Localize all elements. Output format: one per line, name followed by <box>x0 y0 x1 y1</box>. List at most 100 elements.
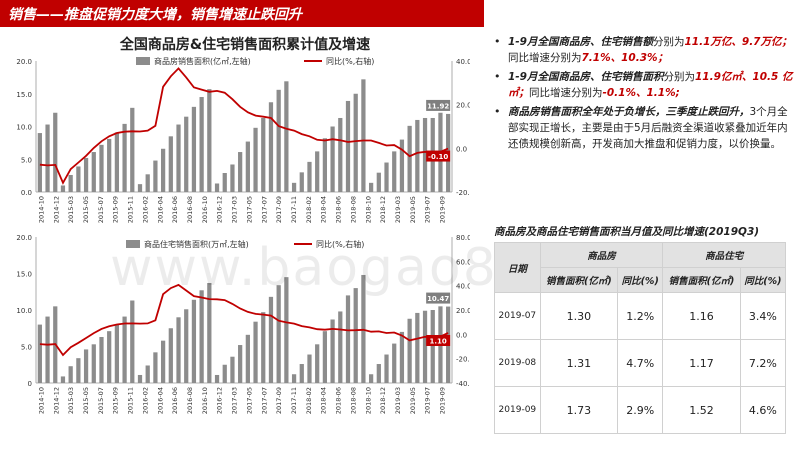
x-tick-label: 2015-09 <box>112 196 120 223</box>
bar <box>345 100 351 192</box>
x-tick-label: 2016-06 <box>171 196 179 223</box>
bar <box>338 117 343 192</box>
cell-area2: 1.16 <box>662 292 741 340</box>
bar <box>214 374 220 383</box>
y-right-tick-label: 20.0 <box>456 307 470 315</box>
x-tick-label: 2018-08 <box>349 196 357 223</box>
bar <box>422 117 428 192</box>
bar <box>245 334 250 383</box>
table-row: 2019-09 1.73 2.9% 1.52 4.6% <box>494 386 787 434</box>
bullet-text: 11.1万亿、9.7万亿； <box>684 36 792 48</box>
bar <box>307 161 312 192</box>
bar-end-label: 10.47 <box>427 295 449 303</box>
y-right-tick-label: 80.0 <box>456 234 470 242</box>
bar <box>184 116 189 192</box>
y-right-tick-label: -20.0 <box>456 189 470 197</box>
yoy-line <box>39 67 449 185</box>
bar <box>60 376 66 383</box>
bar <box>430 310 435 383</box>
x-tick-label: 2019-07 <box>424 196 432 223</box>
bar <box>253 321 258 383</box>
bar <box>122 316 127 383</box>
x-tick-label: 2014-10 <box>37 196 45 223</box>
chart-title: 全国商品房&住宅销售面积累计值及增速 <box>119 37 371 53</box>
bar <box>176 317 181 383</box>
bar <box>83 349 89 383</box>
x-tick-label: 2015-03 <box>67 387 75 414</box>
cell-yoy2: 3.4% <box>739 292 787 340</box>
x-tick-label: 2019-05 <box>409 196 417 223</box>
header-title: 销售——推盘促销力度大增，销售增速止跌回升 <box>8 7 302 23</box>
bar <box>245 141 250 192</box>
bar <box>353 288 358 383</box>
bar <box>160 148 166 192</box>
cell-yoy1: 2.9% <box>617 386 664 434</box>
bar <box>299 172 304 192</box>
y-left-tick-label: 10.0 <box>16 307 32 315</box>
bar <box>253 127 258 192</box>
y-left-tick-label: 0 <box>28 380 32 388</box>
x-tick-label: 2017-11 <box>290 196 298 223</box>
bar <box>168 136 173 192</box>
legend-bar-swatch <box>136 57 150 65</box>
bar <box>322 331 328 383</box>
bar <box>76 358 81 383</box>
line-end-label: -0.10 <box>428 153 448 161</box>
x-tick-label: 2015-09 <box>112 387 120 414</box>
bar <box>368 374 374 383</box>
col-area-commercial: 销售面积(亿㎡) <box>539 267 619 293</box>
bar <box>284 81 289 192</box>
line-end-label-box <box>426 150 451 162</box>
bar <box>222 364 227 383</box>
x-tick-label: 2019-03 <box>394 387 402 414</box>
bar <box>261 117 266 192</box>
bar <box>168 328 173 383</box>
x-tick-label: 2018-10 <box>364 196 372 223</box>
bar <box>107 138 112 192</box>
bar <box>276 285 281 383</box>
bullet-text: 11.9亿㎡、10.5 亿㎡； <box>508 71 793 99</box>
y-right-tick-label: 60.0 <box>456 258 470 266</box>
line-end-label: 1.10 <box>430 337 447 345</box>
bar <box>399 139 405 192</box>
x-tick-label: 2018-02 <box>305 387 313 414</box>
bar <box>37 324 42 383</box>
x-tick-label: 2015-11 <box>127 387 135 414</box>
bar <box>238 152 243 192</box>
group-commercial: 商品房 <box>539 242 664 268</box>
bar <box>191 106 197 192</box>
bar <box>415 119 420 192</box>
bar <box>315 151 320 192</box>
y-right-tick-label: 0.0 <box>456 145 467 153</box>
bar <box>137 374 143 383</box>
bar-end-label-box <box>426 292 451 304</box>
legend-line-label: 同比(%,右轴) <box>326 56 374 66</box>
x-tick-label: 2019-05 <box>409 387 417 414</box>
x-tick-label: 2017-05 <box>245 387 253 414</box>
bullet-text: 分别为 <box>663 71 695 83</box>
bar <box>284 277 289 383</box>
bar <box>160 340 166 383</box>
bullet-text: -0.1%、1.1%; <box>602 87 680 99</box>
x-tick-label: 2016-12 <box>216 196 224 223</box>
bar <box>37 133 42 192</box>
x-tick-label: 2018-08 <box>349 387 357 414</box>
bar <box>130 107 135 192</box>
bar <box>114 324 120 383</box>
bar <box>376 364 381 383</box>
bar <box>353 93 358 192</box>
bar <box>291 182 297 192</box>
x-tick-label: 2017-05 <box>245 196 253 223</box>
bar <box>145 365 150 383</box>
bar <box>114 132 120 192</box>
bar <box>291 374 297 383</box>
bullet-text: 同比增速分别为 <box>508 52 582 64</box>
x-tick-label: 2018-12 <box>379 387 387 414</box>
cell-yoy2: 4.6% <box>739 386 787 434</box>
y-right-tick-label: 40.0 <box>456 283 470 291</box>
x-tick-label: 2014-12 <box>52 387 60 414</box>
bar <box>376 172 381 192</box>
y-right-tick-label: 0.0 <box>456 331 467 339</box>
bar <box>276 89 281 192</box>
bullet-text: 1-9月全国商品房、住宅销售额 <box>508 36 653 48</box>
